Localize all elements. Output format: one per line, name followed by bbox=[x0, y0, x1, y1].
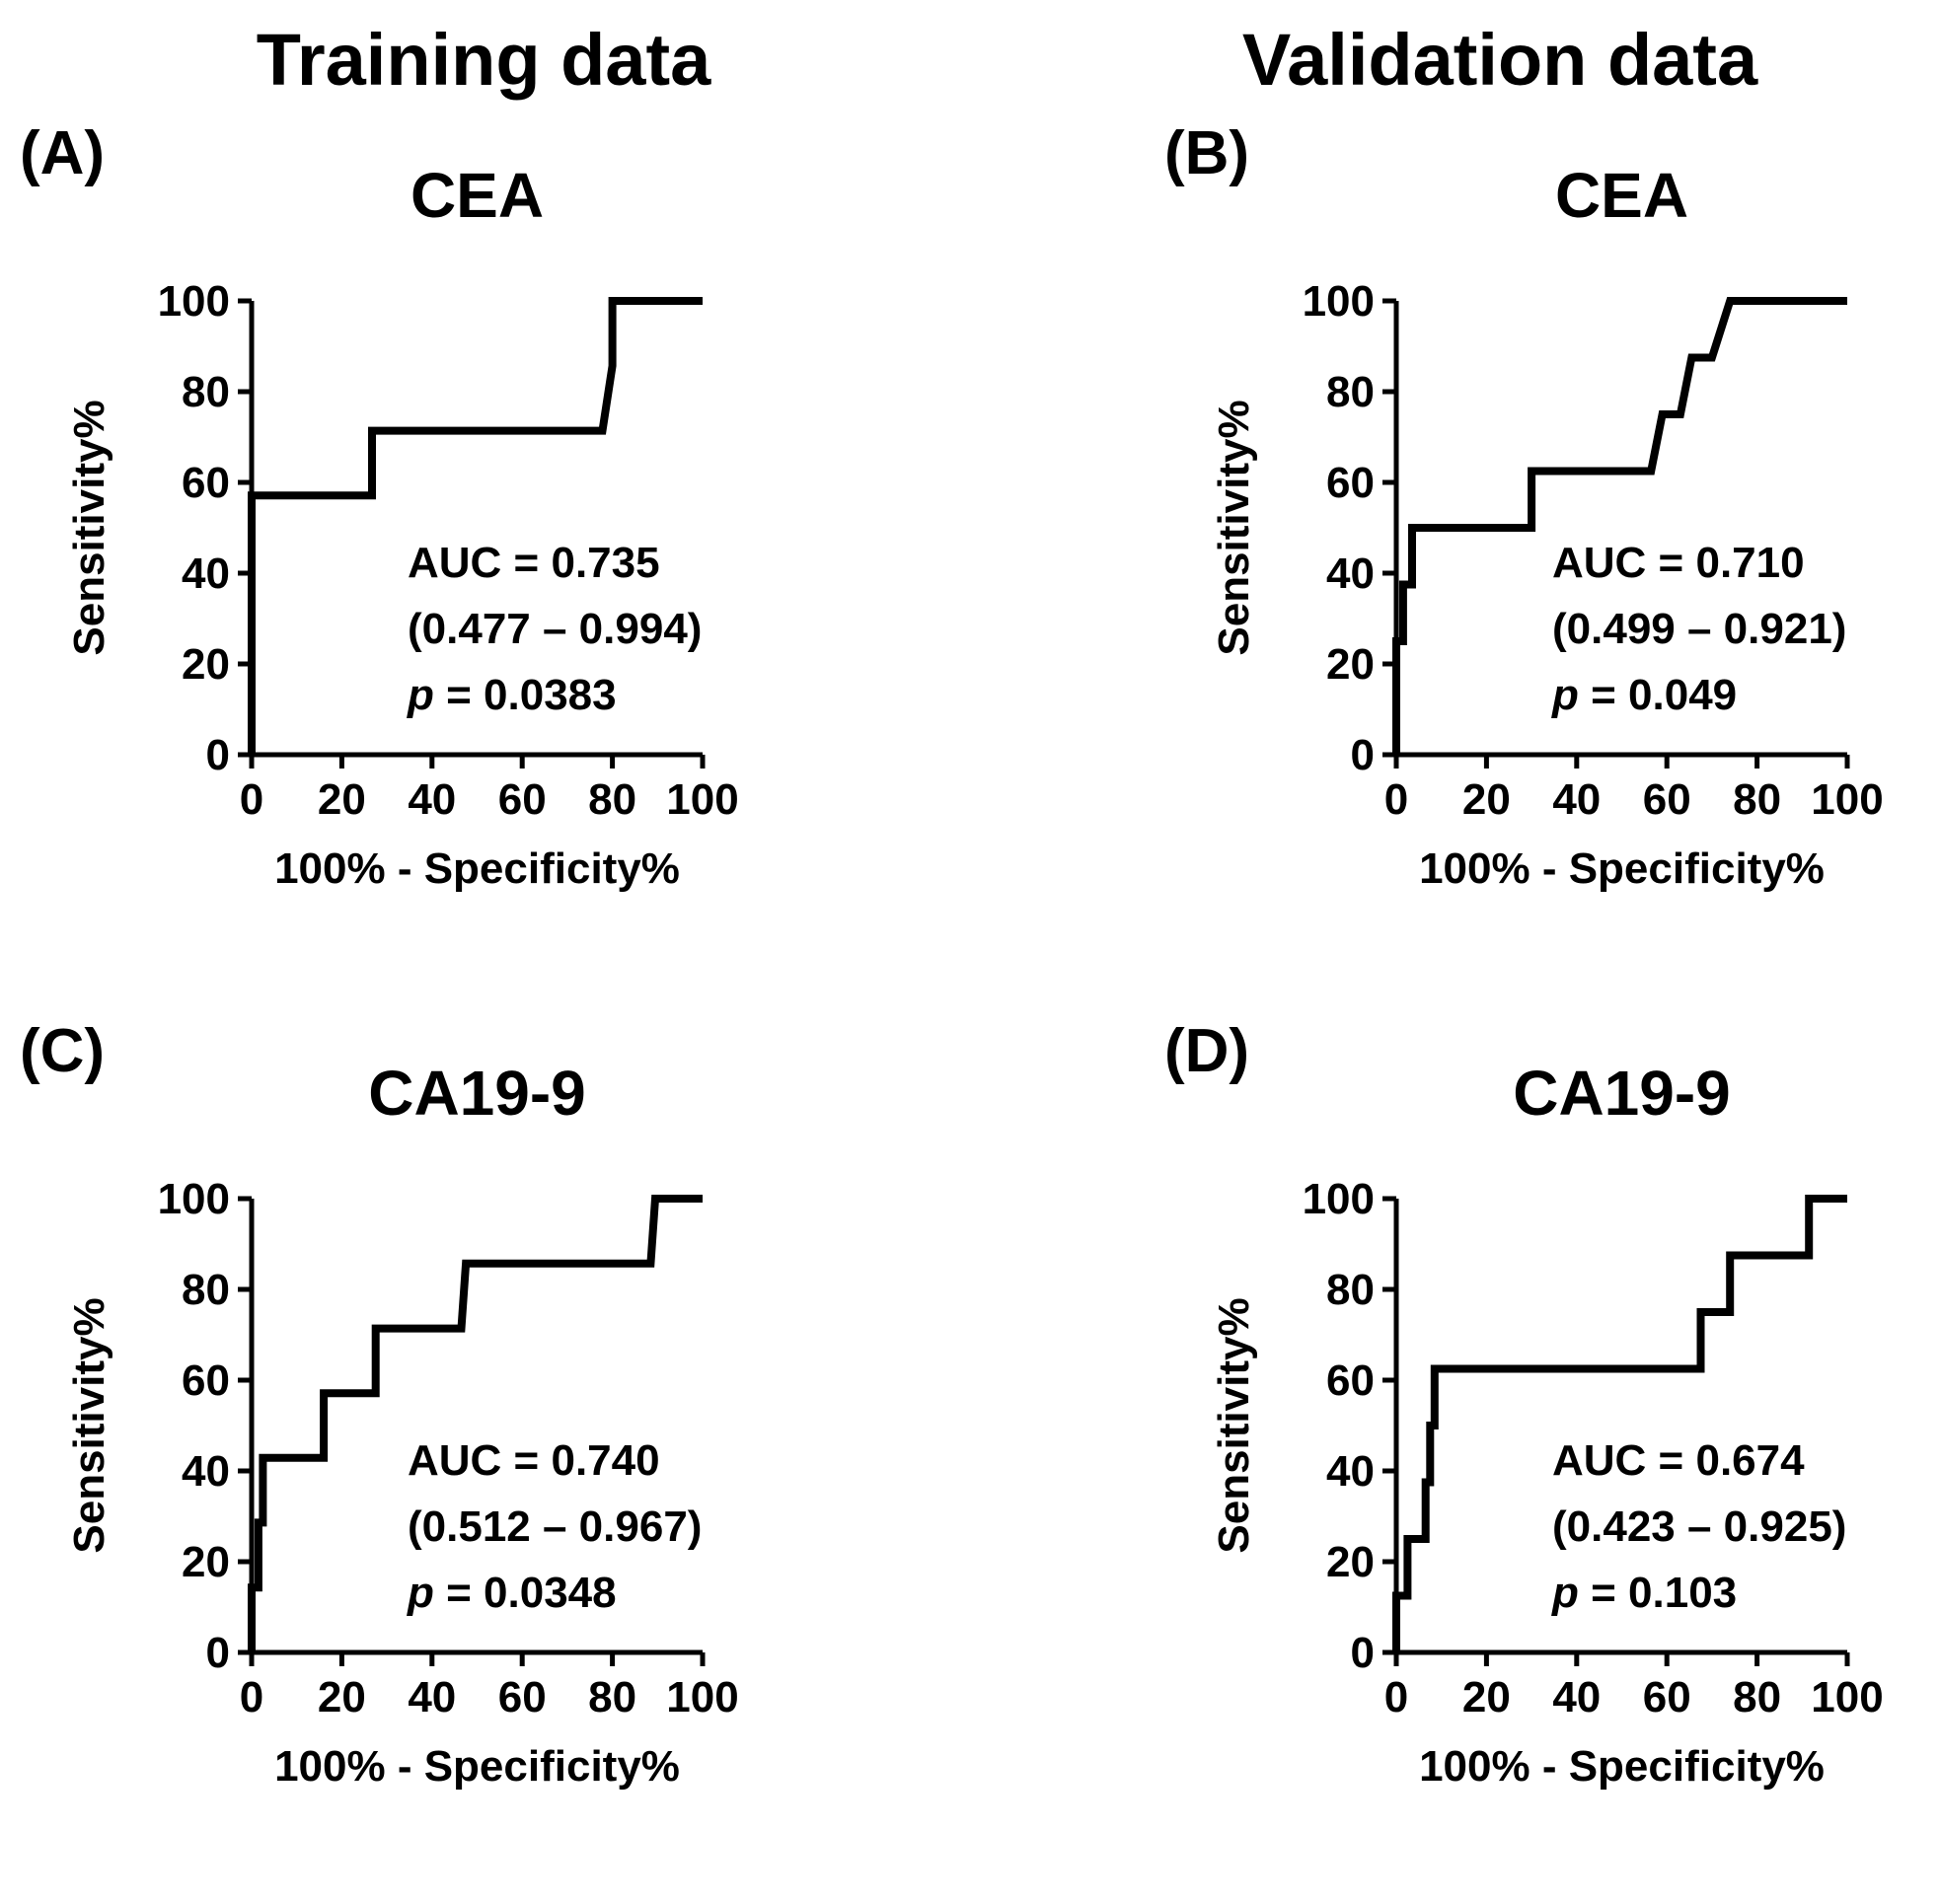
x-tick-label: 80 bbox=[588, 1673, 636, 1721]
y-tick-label: 100 bbox=[1303, 1175, 1375, 1223]
ci-annotation: (0.477 – 0.994) bbox=[408, 605, 702, 653]
p-label: p bbox=[407, 1569, 434, 1617]
x-tick-label: 40 bbox=[1552, 1673, 1601, 1721]
y-tick-label: 40 bbox=[182, 549, 230, 598]
y-tick-label: 80 bbox=[182, 368, 230, 416]
p-value: = 0.0383 bbox=[434, 671, 617, 719]
p-value-annotation: p = 0.103 bbox=[1551, 1569, 1737, 1617]
y-tick-label: 40 bbox=[1326, 1447, 1375, 1496]
x-tick-label: 40 bbox=[408, 1673, 456, 1721]
auc-annotation: AUC = 0.740 bbox=[408, 1436, 660, 1485]
x-tick-label: 60 bbox=[1643, 775, 1691, 824]
panel-label: (C) bbox=[20, 1017, 106, 1085]
y-tick-label: 80 bbox=[1326, 1266, 1375, 1314]
x-tick-label: 100 bbox=[666, 1673, 738, 1721]
auc-annotation: AUC = 0.710 bbox=[1552, 539, 1805, 587]
auc-annotation: AUC = 0.674 bbox=[1552, 1436, 1805, 1485]
x-tick-label: 40 bbox=[1552, 775, 1601, 824]
p-label: p bbox=[1551, 671, 1579, 719]
y-axis-label: Sensitivity% bbox=[65, 400, 113, 655]
roc-curve bbox=[1392, 297, 1847, 755]
chart-title: CEA bbox=[410, 160, 544, 231]
x-tick-label: 0 bbox=[240, 1673, 263, 1721]
column-title-training: Training data bbox=[256, 19, 711, 101]
x-tick-label: 80 bbox=[588, 775, 636, 824]
x-axis-label: 100% - Specificity% bbox=[1419, 844, 1825, 893]
roc-chart: CA19-9 0 20 40 60 80 100 0 20 40 60 80 100 100% - Spe… bbox=[65, 1058, 739, 1791]
x-tick-label: 80 bbox=[1733, 1673, 1781, 1721]
y-tick-label: 20 bbox=[182, 1538, 230, 1586]
y-axis-label: Sensitivity% bbox=[65, 1297, 113, 1553]
y-axis-label: Sensitivity% bbox=[1210, 400, 1258, 655]
p-value-annotation: p = 0.0383 bbox=[407, 671, 617, 719]
y-tick-label: 0 bbox=[206, 1629, 230, 1677]
y-tick-label: 60 bbox=[182, 1356, 230, 1405]
y-tick-label: 40 bbox=[182, 1447, 230, 1496]
panel-c: (C) CA19-9 0 20 40 60 80 100 0 20 40 60 80 100 100% -… bbox=[0, 1016, 947, 1904]
x-tick-label: 100 bbox=[1811, 775, 1883, 824]
x-tick-label: 20 bbox=[318, 1673, 366, 1721]
y-tick-label: 0 bbox=[1351, 1629, 1375, 1677]
x-tick-label: 0 bbox=[1384, 1673, 1408, 1721]
y-tick-label: 0 bbox=[206, 731, 230, 779]
p-value: = 0.0348 bbox=[434, 1569, 617, 1617]
y-tick-label: 20 bbox=[1326, 640, 1375, 689]
p-label: p bbox=[1551, 1569, 1579, 1617]
x-axis-label: 100% - Specificity% bbox=[1419, 1742, 1825, 1791]
y-tick-label: 100 bbox=[158, 277, 230, 326]
panel-label: (D) bbox=[1164, 1017, 1250, 1085]
x-tick-label: 0 bbox=[240, 775, 263, 824]
y-tick-label: 20 bbox=[182, 640, 230, 689]
p-value-annotation: p = 0.049 bbox=[1551, 671, 1737, 719]
y-tick-label: 100 bbox=[1303, 277, 1375, 326]
p-label: p bbox=[407, 671, 434, 719]
y-tick-label: 80 bbox=[182, 1266, 230, 1314]
x-tick-label: 20 bbox=[1462, 1673, 1511, 1721]
x-tick-label: 40 bbox=[408, 775, 456, 824]
panel-label: (B) bbox=[1164, 119, 1250, 187]
roc-curve bbox=[1392, 1195, 1847, 1652]
roc-chart: CEA 0 20 40 60 80 100 0 20 40 60 80 100 100% - Specif… bbox=[65, 160, 739, 893]
roc-curve bbox=[248, 1195, 703, 1652]
p-value: = 0.103 bbox=[1579, 1569, 1737, 1617]
p-value: = 0.049 bbox=[1579, 671, 1737, 719]
x-tick-label: 20 bbox=[318, 775, 366, 824]
x-tick-label: 60 bbox=[1643, 1673, 1691, 1721]
p-value-annotation: p = 0.0348 bbox=[407, 1569, 617, 1617]
y-tick-label: 20 bbox=[1326, 1538, 1375, 1586]
panel-d: (D) CA19-9 0 20 40 60 80 100 0 20 40 60 80 100 100% -… bbox=[1145, 1016, 1940, 1904]
ci-annotation: (0.499 – 0.921) bbox=[1552, 605, 1846, 653]
x-tick-label: 80 bbox=[1733, 775, 1781, 824]
auc-annotation: AUC = 0.735 bbox=[408, 539, 660, 587]
y-tick-label: 0 bbox=[1351, 731, 1375, 779]
x-tick-label: 100 bbox=[666, 775, 738, 824]
panel-b: (B) CEA 0 20 40 60 80 100 0 20 40 60 80 100 100% - Sp… bbox=[1145, 118, 1940, 1006]
ci-annotation: (0.423 – 0.925) bbox=[1552, 1502, 1846, 1551]
column-title-validation: Validation data bbox=[1241, 19, 1758, 101]
panel-a: (A) CEA 0 20 40 60 80 100 0 20 40 60 80 100 100% - Sp… bbox=[0, 118, 947, 1006]
x-axis-label: 100% - Specificity% bbox=[274, 844, 680, 893]
x-tick-label: 60 bbox=[498, 1673, 547, 1721]
chart-title: CA19-9 bbox=[1513, 1058, 1731, 1129]
x-tick-label: 60 bbox=[498, 775, 547, 824]
roc-chart: CA19-9 0 20 40 60 80 100 0 20 40 60 80 100 100% - Spe… bbox=[1210, 1058, 1884, 1791]
chart-title: CEA bbox=[1555, 160, 1688, 231]
x-tick-label: 100 bbox=[1811, 1673, 1883, 1721]
y-tick-label: 60 bbox=[182, 459, 230, 507]
ci-annotation: (0.512 – 0.967) bbox=[408, 1502, 702, 1551]
y-axis-label: Sensitivity% bbox=[1210, 1297, 1258, 1553]
chart-title: CA19-9 bbox=[368, 1058, 586, 1129]
y-tick-label: 40 bbox=[1326, 549, 1375, 598]
roc-chart: CEA 0 20 40 60 80 100 0 20 40 60 80 100 100% - Specif… bbox=[1210, 160, 1884, 893]
x-tick-label: 0 bbox=[1384, 775, 1408, 824]
panel-label: (A) bbox=[20, 119, 106, 187]
y-tick-label: 80 bbox=[1326, 368, 1375, 416]
x-tick-label: 20 bbox=[1462, 775, 1511, 824]
x-axis-label: 100% - Specificity% bbox=[274, 1742, 680, 1791]
y-tick-label: 60 bbox=[1326, 1356, 1375, 1405]
y-tick-label: 100 bbox=[158, 1175, 230, 1223]
roc-curve bbox=[248, 297, 703, 755]
y-tick-label: 60 bbox=[1326, 459, 1375, 507]
